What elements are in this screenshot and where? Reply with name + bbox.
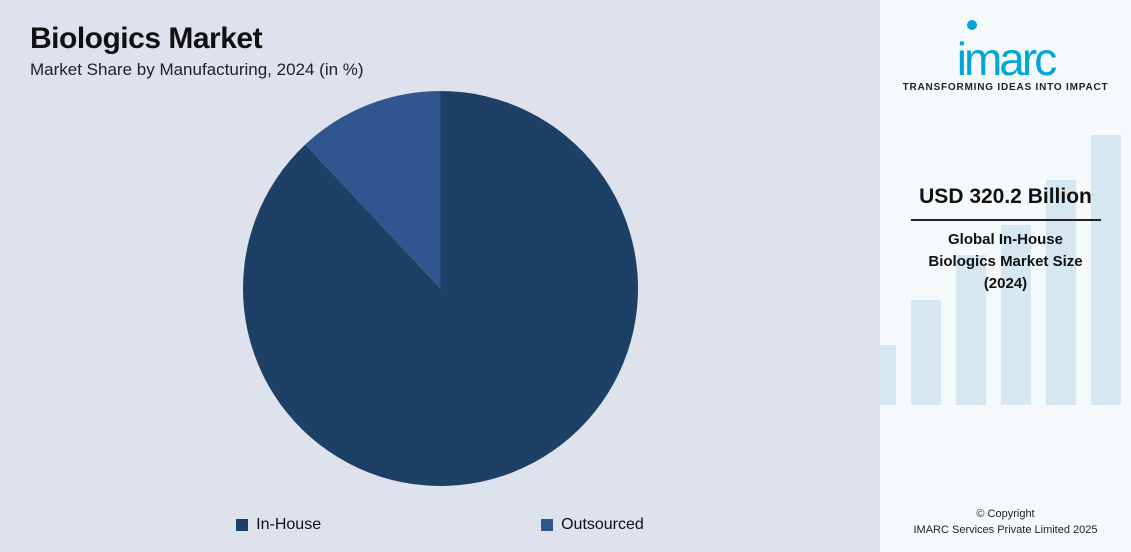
legend-swatch-inhouse — [236, 519, 248, 531]
legend-swatch-outsourced — [541, 519, 553, 531]
stat-label-l3: (2024) — [984, 275, 1027, 292]
legend-item-outsourced: Outsourced — [541, 516, 644, 534]
brand-name: imarc — [903, 32, 1109, 86]
pie-chart — [243, 91, 638, 486]
chart-panel: Biologics Market Market Share by Manufac… — [0, 0, 880, 552]
page-title: Biologics Market — [30, 22, 850, 56]
brand-logo: imarc TRANSFORMING IDEAS INTO IMPACT — [903, 14, 1109, 93]
stat-label-l1: Global In-House — [948, 231, 1063, 248]
stat-label: Global In-House Biologics Market Size (2… — [906, 229, 1106, 294]
chart-legend: In-House Outsourced — [0, 516, 880, 534]
brand-tagline: TRANSFORMING IDEAS INTO IMPACT — [903, 82, 1109, 93]
copyright-l2: IMARC Services Private Limited 2025 — [913, 524, 1097, 536]
stat-label-l2: Biologics Market Size — [928, 253, 1082, 270]
sidebar: imarc TRANSFORMING IDEAS INTO IMPACT USD… — [880, 0, 1131, 552]
page: Biologics Market Market Share by Manufac… — [0, 0, 1131, 552]
stat-divider — [911, 219, 1101, 221]
legend-label-inhouse: In-House — [256, 516, 321, 534]
copyright-l1: © Copyright — [976, 508, 1034, 520]
legend-label-outsourced: Outsourced — [561, 516, 644, 534]
stat-block: USD 320.2 Billion Global In-House Biolog… — [906, 185, 1106, 294]
page-subtitle: Market Share by Manufacturing, 2024 (in … — [30, 60, 850, 80]
legend-item-inhouse: In-House — [236, 516, 321, 534]
pie-chart-container — [0, 80, 880, 497]
copyright: © Copyright IMARC Services Private Limit… — [880, 507, 1131, 538]
stat-value: USD 320.2 Billion — [906, 185, 1106, 215]
brand-dot-icon — [967, 20, 977, 30]
